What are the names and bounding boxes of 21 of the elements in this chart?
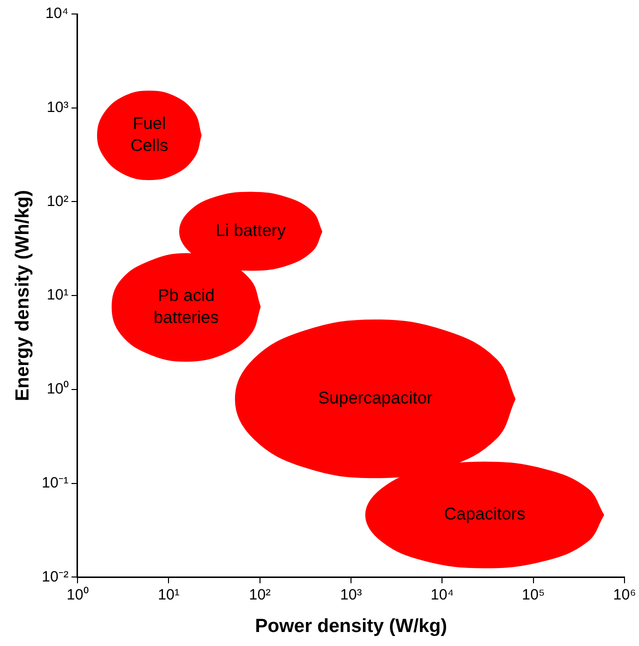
series-label: Pb acid batteries <box>154 286 219 328</box>
x-tick-label: 10⁶ <box>613 586 636 604</box>
series-label: Li battery <box>216 220 286 240</box>
series-label: Fuel Cells <box>130 114 168 156</box>
y-tick-label: 10⁰ <box>46 380 68 398</box>
y-tick-label: 10⁻² <box>42 568 68 586</box>
x-tick-label: 10⁵ <box>522 586 545 604</box>
y-axis-title: Energy density (Wh/kg) <box>12 190 34 402</box>
series-label: Capacitors <box>444 504 526 524</box>
y-tick-label: 10⁻¹ <box>42 474 68 492</box>
x-tick-label: 10⁰ <box>66 586 88 604</box>
x-tick-label: 10² <box>249 586 271 604</box>
x-tick-label: 10³ <box>340 586 362 604</box>
y-tick-label: 10⁴ <box>45 5 68 22</box>
y-tick-label: 10¹ <box>46 286 68 304</box>
x-tick-label: 10⁴ <box>430 586 454 604</box>
x-tick-label: 10¹ <box>158 586 180 604</box>
series-label: Supercapacitor <box>318 388 433 408</box>
y-tick-label: 10² <box>46 192 68 210</box>
x-axis-title: Power density (W/kg) <box>254 616 448 637</box>
y-tick-label: 10³ <box>46 99 68 116</box>
